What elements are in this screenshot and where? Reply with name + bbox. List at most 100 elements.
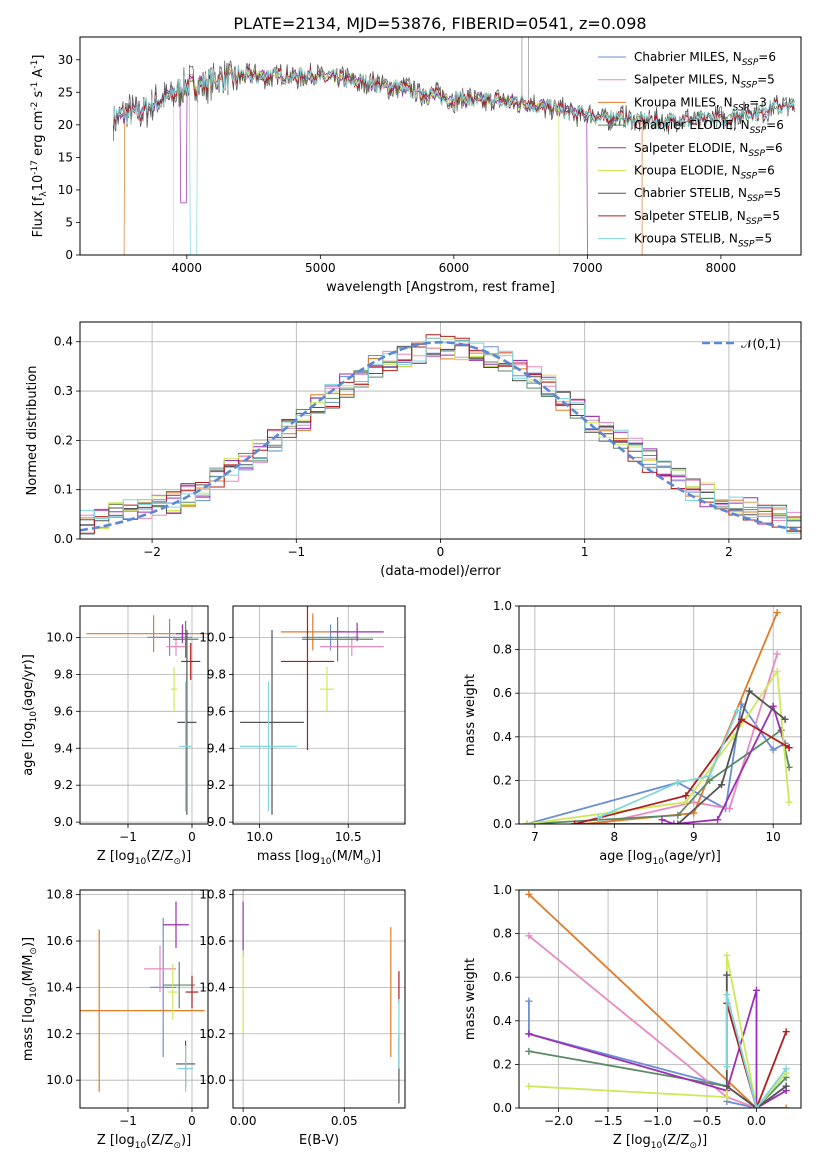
weight-point [682,798,690,806]
y-tick-label: 10.4 [199,980,226,994]
errorbar-point-4 [330,622,384,642]
weight-point [782,1065,790,1073]
y-tick-label: 1.0 [493,599,512,613]
weight-point [723,1082,731,1090]
legend-entry-6: Chabrier STELIB, NSSP=5 [634,186,781,204]
plot-area-mass-weight-vs-Z [519,890,801,1108]
weight-point [674,811,682,819]
plot-area-mass-vs-ebv [233,890,405,1108]
plot-area-mass-weight-vs-age [519,606,801,824]
errorbar-point-5 [167,964,178,1020]
y-tick-label: 0.0 [493,817,512,831]
weight-point [714,816,722,824]
plot-area-mass-vs-Z [80,890,208,1108]
y-tick-label: 10 [58,183,73,197]
errorbar-point-8 [177,1045,194,1092]
y-tick-label: 30 [58,53,73,67]
y-tick-label: 0.8 [493,927,512,941]
normal-reference-curve [80,340,801,532]
weight-point [745,687,753,695]
x-axis-label: Z [log10(Z/Z⊙)] [97,1133,191,1151]
y-tick-label: 10.0 [46,630,73,644]
y-tick-label: 0.2 [54,433,73,447]
x-tick-label: 2 [725,545,733,559]
weight-point [674,779,682,787]
errorbar-point-3 [163,961,196,1009]
plot-area-residuals [80,322,801,539]
weight-point [594,813,602,821]
weight-point [773,609,781,617]
panel-mass-weight-vs-age: 7 8 9 10 0.0 0.2 0.4 0.6 0.8 1.0 age [log10(age/yr… [463,599,802,867]
y-tick-label: 1.0 [493,883,512,897]
x-tick-label: −1 [119,1114,137,1128]
weight-point [737,715,745,723]
y-tick-label: 10.2 [46,1027,73,1041]
x-tick-label: 0.00 [230,1114,257,1128]
y-tick-label: 25 [58,85,73,99]
weight-point [682,792,690,800]
legend-entry-reference: 𝒩(0,1) [741,337,781,351]
weight-point [769,702,777,710]
y-tick-label: 10.4 [46,980,73,994]
weight-series-8 [723,991,790,1108]
y-tick-label: 10.8 [199,888,226,902]
x-tick-label: −1.0 [643,1114,672,1128]
y-tick-label: 0.0 [493,1101,512,1115]
y-tick-label: 0 [65,248,73,262]
axes-frame [79,321,802,540]
weight-point [782,1028,790,1036]
y-tick-label: 9.8 [207,667,226,681]
weight-line [598,710,739,819]
weight-point [706,772,714,780]
errorbar-point-3 [172,620,199,658]
errorbar-point-0 [147,618,192,656]
weight-point [525,932,533,940]
y-tick-label: 0.4 [493,1014,512,1028]
legend-entry-4: Salpeter ELODIE, NSSP=6 [634,141,783,159]
errorbar-point-2 [86,615,208,653]
x-tick-label: 9 [690,830,698,844]
y-tick-label: 0.3 [54,384,73,398]
spectrum-legend: Chabrier MILES, NSSP=6 Salpeter MILES, NS… [598,50,784,250]
panel-residuals: −2 −1 0 1 2 0.0 0.1 0.2 0.3 0.4 (data-model)/error… [25,321,802,579]
errorbar-point-1 [144,945,176,993]
errorbar-point-7 [280,606,335,751]
errorbar-point-0 [302,624,359,651]
x-tick-label: 10 [766,830,781,844]
x-tick-label: 7000 [572,261,603,275]
y-axis-label: mass [log10(M/M⊙)] [21,937,39,1061]
axes-frame [232,605,406,825]
legend-entry-1: Salpeter MILES, NSSP=5 [634,73,775,91]
weight-series-8 [594,707,741,821]
y-tick-label: 0.4 [54,335,73,349]
y-tick-label: 5 [65,215,73,229]
weight-point [525,1030,533,1038]
weight-point [781,715,789,723]
axes-frame [79,889,209,1109]
x-tick-label: 5000 [305,261,336,275]
histogram-8 [80,337,801,539]
weight-line [574,718,790,824]
x-tick-label: 0 [437,545,445,559]
figure-title: PLATE=2134, MJD=53876, FIBERID=0541, z=0… [233,14,646,33]
x-axis-label: E(B-V) [299,1133,339,1148]
weight-line [725,994,787,1108]
errorbar-point-6 [240,630,304,815]
weight-line [725,1003,788,1108]
errorbar-point-1 [319,637,384,656]
y-axis-label: mass weight [463,958,478,1040]
legend-entry-5: Kroupa ELODIE, NSSP=6 [634,164,775,182]
weight-point [523,820,531,824]
y-tick-label: 9.2 [54,778,73,792]
y-tick-label: 0.4 [493,730,512,744]
plot-area-age-vs-mass [233,606,405,824]
y-tick-label: 10.0 [199,630,226,644]
weight-point [670,820,678,824]
axes-frame [518,889,802,1109]
plot-area-age-vs-Z [80,606,208,824]
y-tick-label: 10.6 [199,934,226,948]
errorbar-point-3 [302,617,374,662]
x-tick-label: 10.5 [335,830,362,844]
y-tick-label: 9.6 [54,704,73,718]
